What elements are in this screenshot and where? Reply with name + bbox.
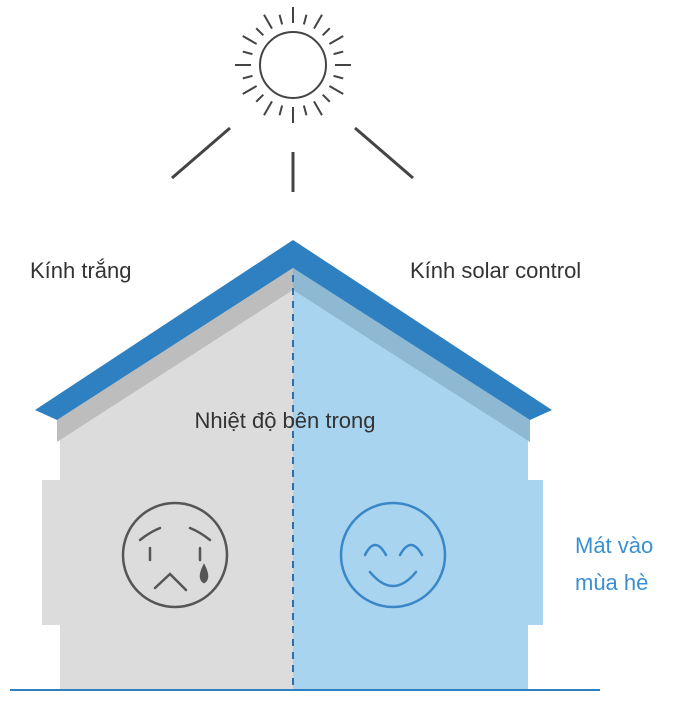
sun-beams [172,128,413,192]
sun [235,7,351,123]
sun-ray [256,95,263,102]
sun-ray [264,101,272,115]
house [10,240,600,690]
diagram: Kính trắng Kính solar control Nhiệt độ b… [0,0,685,702]
sun-ray [280,106,283,116]
left-label: Kính trắng [30,258,132,283]
note-label: mùa hè [575,570,648,595]
sun-ray [280,15,283,25]
note-label: Mát vào [575,533,653,558]
sun-ray [314,15,322,29]
sun-ray [323,28,330,35]
sun-ray [323,95,330,102]
center-label: Nhiệt độ bên trong [194,408,375,433]
sun-ray [314,101,322,115]
sun-ray [304,106,307,116]
sun-ray [243,36,257,44]
sun-ray [243,76,253,79]
sun-ray [334,52,344,55]
sun-ray [243,52,253,55]
right-label: Kính solar control [410,258,581,283]
sun-ray [329,36,343,44]
sun-ray [256,28,263,35]
sun-ray [264,15,272,29]
sun-ray [304,15,307,25]
sun-ray [329,86,343,94]
sun-ray [243,86,257,94]
sun-ray [334,76,344,79]
